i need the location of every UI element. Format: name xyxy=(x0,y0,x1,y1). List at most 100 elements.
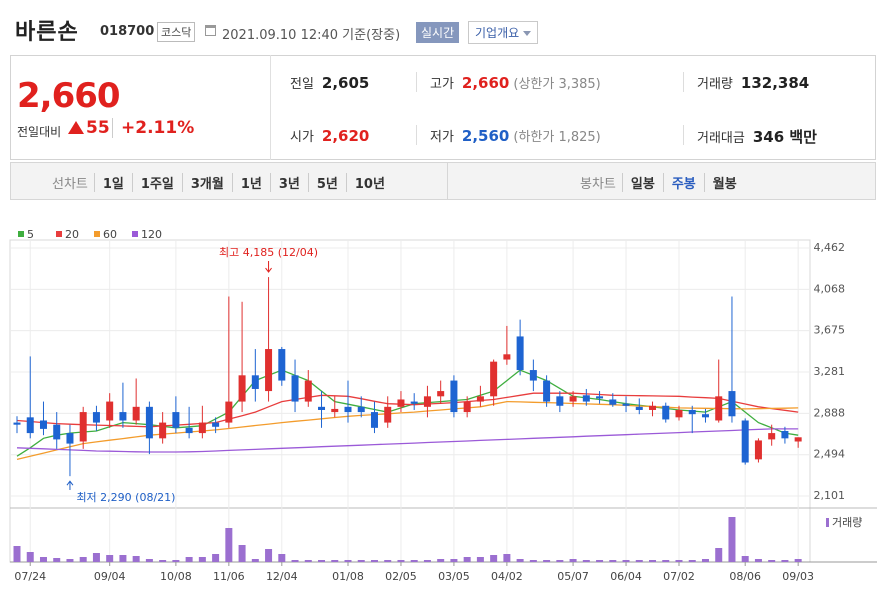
divider xyxy=(416,125,417,145)
realtime-button[interactable]: 실시간 xyxy=(416,22,460,43)
y-tick-label: 3,281 xyxy=(814,365,846,378)
candle-body xyxy=(516,336,524,371)
tab[interactable]: 5년 xyxy=(307,173,346,192)
candle-body xyxy=(622,403,630,406)
volume-bar xyxy=(225,528,233,562)
candle-body xyxy=(304,380,312,402)
candle-body xyxy=(278,349,286,381)
candle-body xyxy=(318,406,326,410)
high-annotation: 최고 4,185 (12/04) xyxy=(219,246,318,259)
x-tick-label: 08/06 xyxy=(729,570,761,583)
volume-bar xyxy=(132,556,140,562)
overview-dropdown[interactable]: 기업개요 xyxy=(468,21,539,44)
up-arrow xyxy=(68,121,84,134)
summary-item: 저가 2,560 (하한가 1,825) xyxy=(430,126,601,145)
candle-tabs: 봉차트 일봉 주봉 월봉 xyxy=(580,173,745,192)
item-value: 346 백만 xyxy=(752,128,817,146)
volume-bar xyxy=(39,557,47,562)
volume-bar xyxy=(106,555,114,562)
candle-body xyxy=(39,420,47,429)
candle-body xyxy=(331,408,339,413)
divider xyxy=(270,55,271,160)
candle-body xyxy=(145,406,153,439)
volume-bar xyxy=(569,559,577,562)
volume-bar xyxy=(556,560,564,562)
y-tick-label: 3,675 xyxy=(814,324,846,337)
tab[interactable]: 10년 xyxy=(345,173,393,192)
volume-bar xyxy=(662,560,670,562)
y-tick-label: 2,494 xyxy=(814,448,846,461)
tab[interactable]: 일봉 xyxy=(621,173,663,192)
item-note: (상한가 3,385) xyxy=(513,77,601,92)
item-label: 고가 xyxy=(430,77,454,92)
volume-bar xyxy=(463,557,471,562)
volume-bar xyxy=(13,546,21,562)
candle-body xyxy=(569,396,577,402)
y-tick-label: 4,462 xyxy=(814,241,846,254)
volume-bar xyxy=(688,560,696,562)
tab[interactable]: 주봉 xyxy=(662,173,704,192)
candle-body xyxy=(543,380,551,402)
volume-bar xyxy=(781,560,789,562)
volume-bar xyxy=(53,558,61,562)
change-pct: +2.11% xyxy=(112,118,194,138)
volume-bar xyxy=(423,560,431,562)
volume-bar xyxy=(675,560,683,562)
tab[interactable]: 1년 xyxy=(231,173,270,192)
low-annotation: 최저 2,290 (08/21) xyxy=(76,491,175,504)
candle-body xyxy=(225,401,233,423)
candle-body xyxy=(198,422,206,434)
volume-bar xyxy=(370,560,378,562)
stock-code: 018700 xyxy=(100,24,155,39)
candle-body xyxy=(397,399,405,407)
x-tick-label: 04/02 xyxy=(491,570,523,583)
candle-body xyxy=(370,412,378,428)
candle-body xyxy=(79,412,87,442)
item-value: 2,605 xyxy=(321,74,370,92)
candle-body xyxy=(768,433,776,440)
tab[interactable]: 3개월 xyxy=(181,173,232,192)
volume-bar xyxy=(490,555,498,562)
item-value: 2,660 xyxy=(461,74,510,92)
volume-bar xyxy=(198,557,206,562)
volume-bar xyxy=(437,559,445,562)
item-label: 저가 xyxy=(430,130,454,145)
y-tick-label: 2,101 xyxy=(814,489,846,502)
timestamp: 2021.09.10 12:40 기준(장중) xyxy=(222,28,401,43)
volume-bar xyxy=(397,560,405,562)
volume-bar xyxy=(728,517,736,562)
summary-item: 거래대금 346 백만 xyxy=(697,126,817,147)
tab-header: 선차트 xyxy=(52,177,88,192)
summary-item: 거래량 132,384 xyxy=(697,73,809,92)
candle-body xyxy=(26,417,34,434)
y-tick-label: 4,068 xyxy=(814,282,846,295)
x-tick-label: 05/07 xyxy=(557,570,589,583)
tab[interactable]: 1주일 xyxy=(131,173,182,192)
legend-label: 5 xyxy=(27,228,34,241)
volume-bar xyxy=(185,557,193,562)
tab[interactable]: 3년 xyxy=(269,173,308,192)
candle-body xyxy=(662,405,670,420)
candle-body xyxy=(688,409,696,415)
candle-body xyxy=(251,375,259,389)
volume-legend: 거래량 xyxy=(832,516,862,529)
x-tick-label: 02/05 xyxy=(385,570,417,583)
x-tick-label: 11/06 xyxy=(213,570,245,583)
volume-bar xyxy=(596,560,604,562)
volume-bar xyxy=(516,559,524,562)
candle-body xyxy=(596,396,604,399)
volume-bar xyxy=(278,554,286,562)
candle-body xyxy=(741,420,749,463)
summary-item: 시가 2,620 xyxy=(290,126,369,145)
volume-bar xyxy=(701,559,709,562)
candle-body xyxy=(715,396,723,421)
volume-bar xyxy=(318,560,326,562)
tab[interactable]: 1일 xyxy=(93,173,132,192)
tab[interactable]: 월봉 xyxy=(703,173,745,192)
candle-body xyxy=(701,414,709,418)
volume-bar xyxy=(715,548,723,562)
item-note: (하한가 1,825) xyxy=(513,130,601,145)
volume-bar xyxy=(92,553,100,562)
candle-body xyxy=(357,406,365,413)
